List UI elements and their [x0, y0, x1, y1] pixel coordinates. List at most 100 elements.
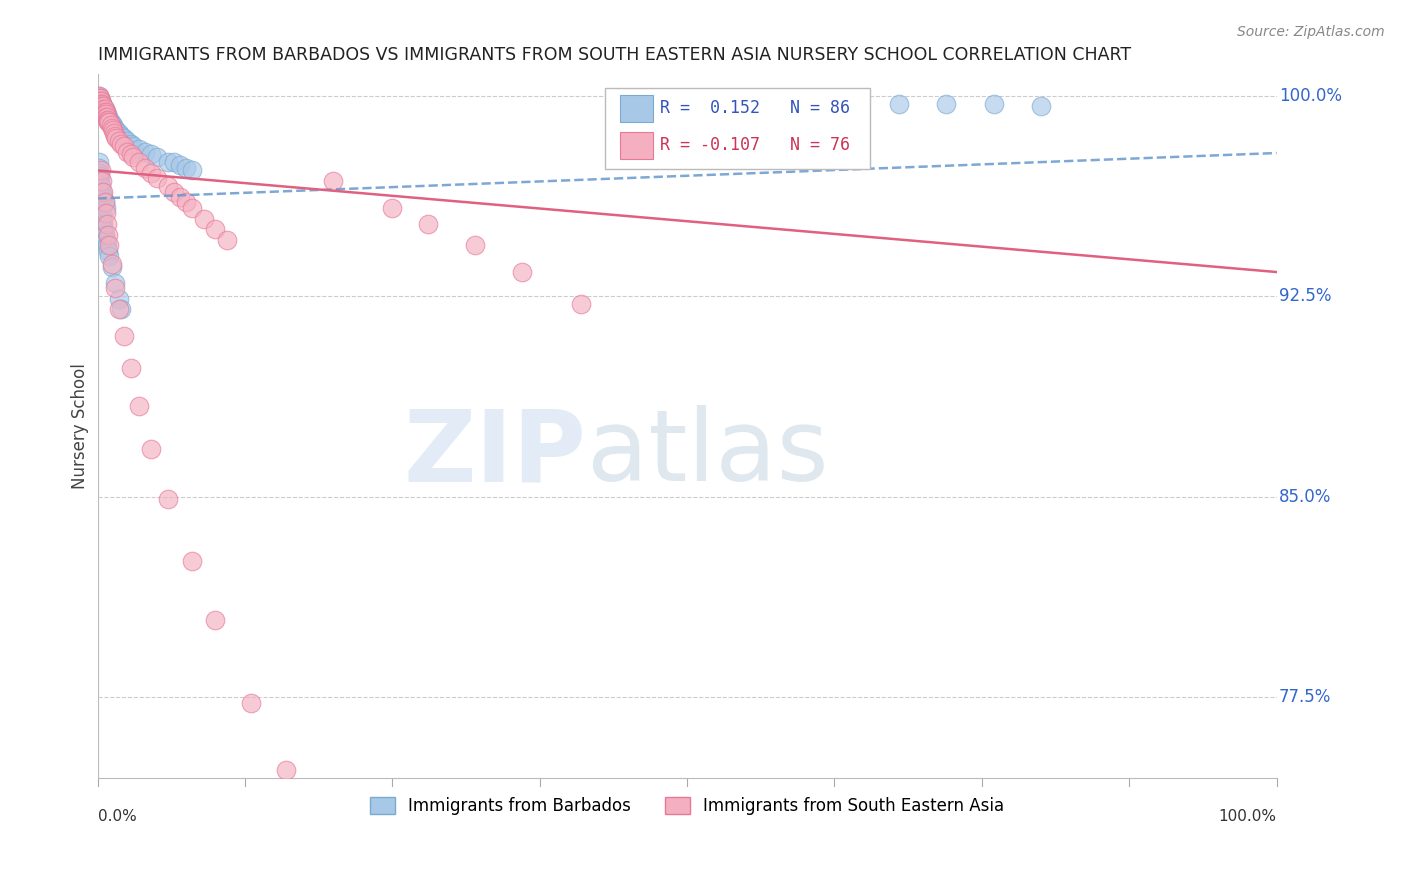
Point	[96, 112, 118, 127]
Point	[90, 195, 112, 210]
Text: Source: ZipAtlas.com: Source: ZipAtlas.com	[1237, 25, 1385, 39]
Point	[110, 128, 132, 143]
Point	[93, 107, 115, 121]
Point	[93, 185, 115, 199]
Point	[983, 96, 1005, 111]
Point	[103, 120, 125, 135]
Point	[128, 155, 150, 169]
Point	[770, 94, 793, 108]
Point	[134, 161, 156, 175]
Point	[569, 297, 592, 311]
Point	[120, 147, 142, 161]
Point	[193, 211, 215, 226]
Point	[134, 145, 156, 159]
Point	[157, 179, 180, 194]
Point	[115, 134, 138, 148]
Point	[93, 102, 115, 116]
Point	[163, 185, 186, 199]
Point	[89, 96, 111, 111]
Point	[87, 91, 110, 105]
Point	[101, 118, 124, 132]
Point	[93, 217, 115, 231]
Point	[91, 96, 114, 111]
Text: 77.5%: 77.5%	[1279, 689, 1331, 706]
Point	[90, 102, 112, 116]
Point	[91, 102, 114, 116]
Point	[104, 123, 127, 137]
Point	[89, 91, 111, 105]
Point	[98, 112, 121, 127]
Point	[107, 292, 129, 306]
Point	[94, 233, 117, 247]
Point	[93, 99, 115, 113]
Point	[110, 136, 132, 151]
Point	[239, 696, 262, 710]
Point	[87, 179, 110, 194]
Point	[112, 131, 135, 145]
Point	[105, 123, 128, 137]
Point	[204, 222, 226, 236]
Point	[96, 110, 118, 124]
Point	[93, 102, 115, 116]
Point	[104, 276, 127, 290]
Point	[180, 163, 202, 178]
Point	[89, 96, 111, 111]
Point	[93, 195, 115, 210]
Point	[100, 115, 122, 129]
Point	[157, 155, 180, 169]
Point	[94, 104, 117, 119]
Point	[91, 206, 114, 220]
Point	[89, 193, 111, 207]
Point	[889, 96, 911, 111]
Legend: Immigrants from Barbados, Immigrants from South Eastern Asia: Immigrants from Barbados, Immigrants fro…	[363, 790, 1011, 822]
Point	[122, 139, 145, 153]
Point	[89, 91, 111, 105]
Point	[93, 104, 115, 119]
Point	[93, 107, 115, 121]
Point	[98, 249, 121, 263]
Point	[107, 302, 129, 317]
Text: R = -0.107   N = 76: R = -0.107 N = 76	[659, 136, 851, 154]
Text: 100.0%: 100.0%	[1219, 809, 1277, 824]
Point	[180, 554, 202, 568]
Point	[87, 94, 110, 108]
Point	[105, 131, 128, 145]
Point	[98, 115, 121, 129]
Point	[101, 123, 124, 137]
Point	[93, 102, 115, 116]
Point	[91, 96, 114, 111]
Text: R =  0.152   N = 86: R = 0.152 N = 86	[659, 99, 851, 117]
Point	[100, 118, 122, 132]
Point	[87, 91, 110, 105]
Point	[128, 399, 150, 413]
Point	[115, 145, 138, 159]
Point	[139, 147, 162, 161]
Point	[98, 238, 121, 252]
Point	[94, 104, 117, 119]
Point	[93, 190, 115, 204]
Point	[93, 104, 115, 119]
Point	[90, 179, 112, 194]
Point	[89, 174, 111, 188]
Point	[97, 227, 120, 242]
Point	[163, 155, 186, 169]
Point	[104, 281, 127, 295]
Point	[145, 150, 167, 164]
Point	[87, 161, 110, 175]
Point	[97, 244, 120, 258]
Point	[94, 201, 117, 215]
Point	[91, 99, 114, 113]
Point	[89, 169, 111, 183]
Point	[464, 238, 486, 252]
Point	[322, 174, 344, 188]
Point	[104, 128, 127, 143]
Point	[145, 171, 167, 186]
Point	[381, 201, 404, 215]
Point	[97, 112, 120, 127]
Point	[110, 302, 132, 317]
Point	[87, 88, 110, 103]
Point	[169, 158, 191, 172]
Point	[204, 613, 226, 627]
Point	[90, 99, 112, 113]
Point	[107, 126, 129, 140]
